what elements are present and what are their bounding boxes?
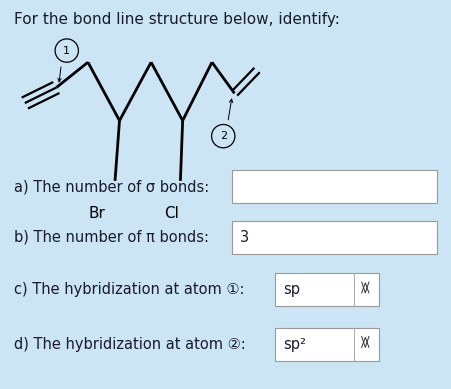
Text: 2: 2 [220, 131, 227, 141]
Text: 1: 1 [63, 46, 70, 56]
Text: b) The number of π bonds:: b) The number of π bonds: [14, 230, 208, 245]
Text: Cl: Cl [164, 206, 179, 221]
Text: For the bond line structure below, identify:: For the bond line structure below, ident… [14, 12, 340, 28]
Text: 3: 3 [240, 230, 249, 245]
FancyBboxPatch shape [232, 221, 437, 254]
Text: a) The number of σ bonds:: a) The number of σ bonds: [14, 179, 209, 194]
Text: sp: sp [283, 282, 300, 297]
Text: d) The hybridization at atom ②:: d) The hybridization at atom ②: [14, 337, 245, 352]
Text: c) The hybridization at atom ①:: c) The hybridization at atom ①: [14, 282, 244, 297]
FancyBboxPatch shape [275, 273, 379, 307]
Text: sp²: sp² [283, 337, 306, 352]
FancyBboxPatch shape [232, 170, 437, 203]
FancyBboxPatch shape [275, 328, 379, 361]
Text: Br: Br [88, 206, 106, 221]
